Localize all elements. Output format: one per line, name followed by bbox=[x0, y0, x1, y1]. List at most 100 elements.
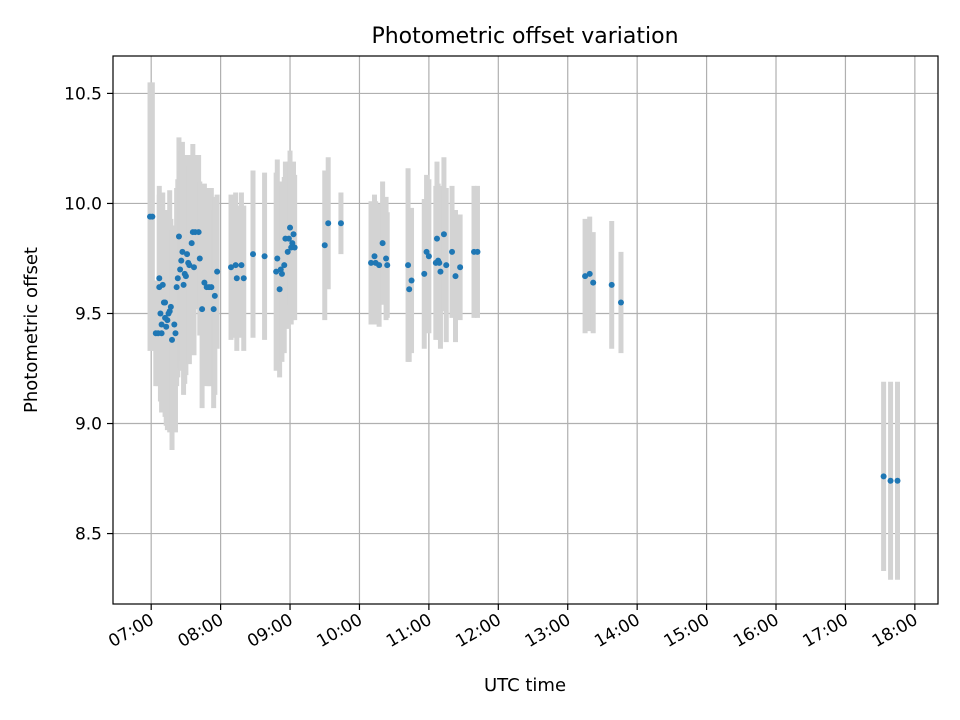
data-point bbox=[188, 240, 195, 247]
data-point bbox=[157, 310, 164, 317]
data-point bbox=[196, 255, 203, 262]
x-tick-label: 15:00 bbox=[661, 610, 713, 652]
data-point bbox=[232, 262, 239, 269]
data-point bbox=[590, 279, 597, 286]
data-point bbox=[250, 251, 257, 258]
data-point bbox=[289, 240, 296, 247]
data-point bbox=[164, 317, 171, 324]
data-point bbox=[159, 281, 166, 288]
data-point bbox=[383, 255, 390, 262]
data-point bbox=[173, 284, 180, 291]
data-point bbox=[287, 224, 294, 231]
data-point bbox=[149, 213, 156, 220]
data-point bbox=[179, 248, 186, 255]
x-tick-label: 16:00 bbox=[730, 610, 782, 652]
data-point bbox=[175, 233, 182, 240]
data-point bbox=[281, 262, 288, 269]
data-point bbox=[174, 275, 181, 282]
data-point bbox=[273, 268, 280, 275]
y-tick-label: 10.5 bbox=[64, 84, 102, 104]
data-point bbox=[405, 262, 412, 269]
data-point bbox=[158, 330, 165, 337]
grid-lines bbox=[113, 56, 938, 604]
data-point bbox=[171, 321, 178, 328]
x-tick-label: 13:00 bbox=[522, 610, 574, 652]
data-point bbox=[379, 240, 386, 247]
data-point bbox=[474, 248, 481, 255]
data-point bbox=[214, 268, 221, 275]
data-point bbox=[376, 262, 383, 269]
data-point bbox=[178, 257, 185, 264]
y-axis-ticks: 8.5 9.0 9.5 10.0 10.5 bbox=[64, 84, 113, 545]
x-tick-label: 11:00 bbox=[383, 610, 435, 652]
data-point bbox=[182, 273, 189, 280]
data-point bbox=[291, 244, 298, 251]
data-point bbox=[199, 306, 206, 313]
data-point bbox=[437, 268, 444, 275]
data-point bbox=[368, 259, 375, 266]
data-point bbox=[371, 253, 378, 260]
error-bars bbox=[147, 82, 901, 580]
data-point bbox=[190, 264, 197, 271]
data-point bbox=[276, 286, 283, 293]
data-point bbox=[894, 477, 901, 484]
data-point bbox=[158, 321, 165, 328]
data-point bbox=[274, 255, 281, 262]
chart-title: Photometric offset variation bbox=[371, 24, 678, 49]
data-point bbox=[586, 270, 593, 277]
data-point bbox=[162, 299, 169, 306]
data-point bbox=[880, 473, 887, 480]
data-point bbox=[440, 231, 447, 238]
data-point bbox=[278, 270, 285, 277]
x-axis-ticks: 07:00 08:00 09:00 10:00 11:00 12:00 13:00 14:00… bbox=[105, 604, 921, 652]
data-point bbox=[384, 262, 391, 269]
data-point bbox=[261, 253, 268, 260]
y-tick-label: 8.5 bbox=[75, 525, 102, 545]
y-tick-label: 9.5 bbox=[75, 304, 102, 324]
data-point bbox=[337, 220, 344, 227]
data-point bbox=[169, 336, 176, 343]
x-tick-label: 14:00 bbox=[591, 610, 643, 652]
data-point bbox=[449, 248, 456, 255]
data-points bbox=[147, 213, 901, 484]
data-point bbox=[608, 281, 615, 288]
data-point bbox=[457, 264, 464, 271]
data-point bbox=[290, 231, 297, 238]
data-point bbox=[617, 299, 624, 306]
x-tick-label: 09:00 bbox=[244, 610, 296, 652]
data-point bbox=[321, 242, 328, 249]
y-axis-label: Photometric offset bbox=[21, 247, 42, 413]
x-axis-label: UTC time bbox=[484, 675, 566, 696]
data-point bbox=[452, 273, 459, 280]
data-point bbox=[406, 286, 413, 293]
data-point bbox=[443, 262, 450, 269]
data-point bbox=[238, 262, 245, 269]
data-point bbox=[582, 273, 589, 280]
data-point bbox=[436, 259, 443, 266]
data-point bbox=[163, 323, 170, 330]
x-tick-label: 10:00 bbox=[314, 610, 366, 652]
data-point bbox=[425, 253, 432, 260]
x-tick-label: 17:00 bbox=[799, 610, 851, 652]
y-tick-label: 10.0 bbox=[64, 194, 102, 214]
data-point bbox=[211, 292, 218, 299]
data-point bbox=[186, 262, 193, 269]
data-point bbox=[184, 251, 191, 258]
x-tick-label: 07:00 bbox=[105, 610, 157, 652]
data-point bbox=[240, 275, 247, 282]
data-point bbox=[325, 220, 332, 227]
data-point bbox=[228, 264, 235, 271]
data-point bbox=[421, 270, 428, 277]
plot-frame bbox=[112, 55, 939, 605]
data-point bbox=[172, 330, 179, 337]
data-point bbox=[887, 477, 894, 484]
data-point bbox=[167, 303, 174, 310]
x-tick-label: 18:00 bbox=[869, 610, 921, 652]
x-tick-label: 08:00 bbox=[175, 610, 227, 652]
data-point bbox=[233, 275, 240, 282]
data-point bbox=[201, 279, 208, 286]
data-point bbox=[177, 266, 184, 273]
data-point bbox=[208, 284, 215, 291]
y-tick-label: 9.0 bbox=[75, 415, 102, 435]
